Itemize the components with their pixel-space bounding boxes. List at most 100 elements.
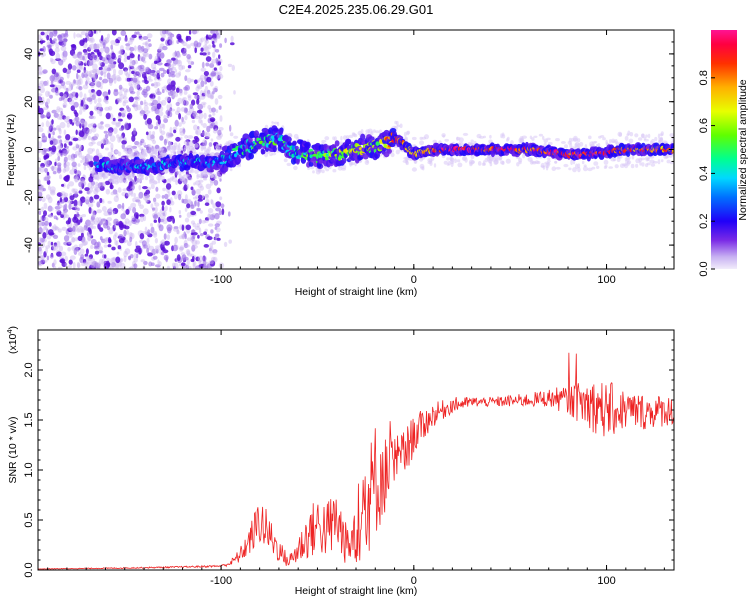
noise-point <box>208 247 212 252</box>
halo-point <box>411 167 417 172</box>
noise-point <box>98 125 105 130</box>
halo-point <box>591 141 597 144</box>
noise-point <box>173 227 179 232</box>
noise-point <box>102 91 109 98</box>
noise-point <box>128 73 131 78</box>
noise-point <box>181 198 184 204</box>
halo-point <box>276 121 280 127</box>
noise-point <box>95 217 99 222</box>
noise-point <box>77 60 82 64</box>
noise-point <box>190 78 194 83</box>
noise-point <box>198 227 202 234</box>
noise-point <box>44 174 51 182</box>
halo-point <box>489 134 492 139</box>
noise-point <box>184 207 188 212</box>
noise-point <box>197 183 203 188</box>
noise-point <box>193 136 199 140</box>
halo-point <box>610 138 616 143</box>
noise-point <box>119 262 126 269</box>
noise-point <box>205 34 209 41</box>
noise-point <box>80 99 84 107</box>
halo-point <box>650 163 656 167</box>
noise-point <box>57 228 62 233</box>
noise-point <box>214 212 220 220</box>
halo-point <box>130 173 134 179</box>
noise-point <box>190 204 195 209</box>
noise-point <box>58 143 62 150</box>
noise-point <box>137 65 143 70</box>
halo-point <box>630 163 635 169</box>
noise-point <box>134 141 140 146</box>
noise-point <box>77 163 81 167</box>
noise-point <box>161 99 167 106</box>
noise-point <box>87 128 93 135</box>
noise-point <box>215 207 222 212</box>
halo-point <box>658 139 662 144</box>
noise-point <box>46 105 49 109</box>
noise-point <box>186 237 192 242</box>
noise-point <box>91 213 97 218</box>
noise-point <box>47 205 53 212</box>
halo-point <box>640 133 645 139</box>
noise-point <box>105 112 111 120</box>
noise-point <box>115 240 119 247</box>
noise-point <box>60 214 64 218</box>
trace-outer-point <box>334 140 340 147</box>
noise-point <box>196 222 200 228</box>
noise-point <box>133 96 139 100</box>
halo-point <box>643 138 649 142</box>
noise-point <box>149 69 155 76</box>
noise-point <box>69 82 75 88</box>
halo-point <box>171 145 177 151</box>
noise-point <box>118 69 124 76</box>
noise-point <box>216 135 222 140</box>
noise-point <box>100 84 103 90</box>
noise-point <box>201 92 206 97</box>
noise-point <box>122 96 128 100</box>
noise-point <box>173 92 179 98</box>
noise-point <box>116 97 123 104</box>
noise-point <box>111 246 116 251</box>
halo-point <box>627 161 630 166</box>
noise-point <box>146 145 151 152</box>
noise-point <box>230 42 235 46</box>
noise-point <box>70 83 74 90</box>
noise-point <box>192 92 199 96</box>
noise-point <box>123 136 127 141</box>
noise-point <box>53 242 58 247</box>
halo-point <box>470 160 475 164</box>
noise-point <box>179 246 184 252</box>
noise-point <box>73 175 78 180</box>
noise-point <box>124 225 130 230</box>
noise-point <box>46 255 50 261</box>
noise-point <box>123 88 128 93</box>
noise-point <box>179 131 186 136</box>
noise-point <box>62 38 68 43</box>
noise-point <box>81 122 85 129</box>
halo-point <box>213 176 217 180</box>
noise-point <box>129 57 133 64</box>
noise-point <box>94 250 100 255</box>
noise-point <box>165 256 168 263</box>
noise-point <box>72 175 79 180</box>
noise-point <box>188 140 194 148</box>
noise-point <box>73 213 77 221</box>
halo-point <box>419 140 425 146</box>
noise-point <box>143 195 149 201</box>
noise-point <box>156 51 161 59</box>
noise-point <box>186 142 189 146</box>
noise-point <box>72 65 77 71</box>
halo-point <box>612 157 617 162</box>
noise-point <box>43 202 48 210</box>
noise-point <box>154 126 159 130</box>
noise-point <box>101 206 107 212</box>
noise-point <box>145 131 149 136</box>
noise-point <box>165 183 172 190</box>
noise-point <box>203 219 209 223</box>
noise-point <box>58 59 64 66</box>
halo-point <box>501 161 505 165</box>
noise-point <box>74 191 78 199</box>
noise-point <box>166 234 171 240</box>
trace-outer-point <box>236 155 241 163</box>
y-tick-label: 1.0 <box>23 462 35 477</box>
